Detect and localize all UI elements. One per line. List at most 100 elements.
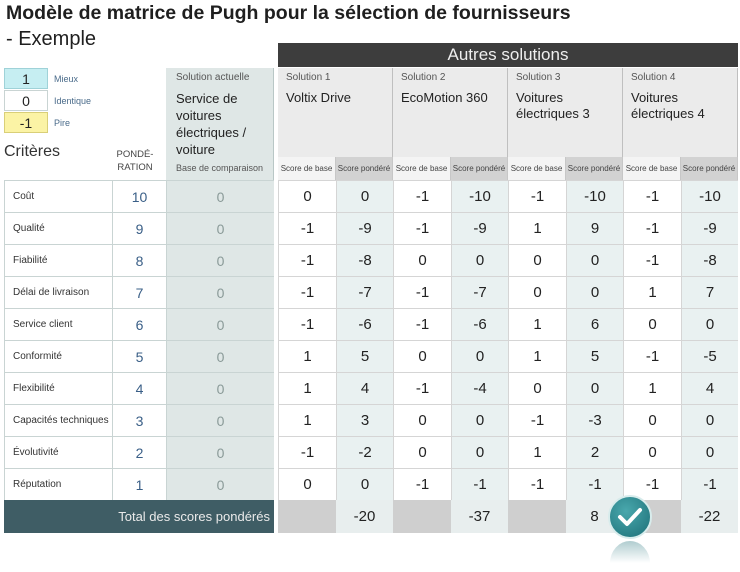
weighted-score: 0 <box>566 276 623 308</box>
base-score: 1 <box>278 372 336 404</box>
solution-label: Solution 3 <box>516 72 561 83</box>
solution-header-4: Solution 4 Voitures électriques 4 <box>623 68 738 157</box>
weighted-score: 0 <box>681 404 738 436</box>
table-row: Conformité 5 0 1 5 0 0 1 5 -1 -5 <box>4 340 738 372</box>
weighted-score: -1 <box>681 468 738 500</box>
weighted-score: 5 <box>336 340 393 372</box>
weighted-score: 0 <box>451 340 508 372</box>
criterion-name: Qualité <box>4 212 112 244</box>
weighted-score: -8 <box>681 244 738 276</box>
solution-header-3: Solution 3 Voitures électriques 3 <box>508 68 623 157</box>
weighted-score: 0 <box>451 404 508 436</box>
table-row: Coût 10 0 0 0 -1 -10 -1 -10 -1 -10 <box>4 180 738 212</box>
criterion-weight: 8 <box>112 244 166 276</box>
base-score: 0 <box>508 372 566 404</box>
criterion-weight: 9 <box>112 212 166 244</box>
base-score: 0 <box>508 244 566 276</box>
base-score: -1 <box>278 308 336 340</box>
current-score: 0 <box>166 404 274 436</box>
current-score: 0 <box>166 180 274 212</box>
weighted-score-header: Score pondéré <box>451 157 508 180</box>
weighted-score: 0 <box>336 180 393 212</box>
current-score: 0 <box>166 308 274 340</box>
table-row: Délai de livraison 7 0 -1 -7 -1 -7 0 0 1 7 <box>4 276 738 308</box>
weighted-score: -10 <box>451 180 508 212</box>
table-row: Fiabilité 8 0 -1 -8 0 0 0 0 -1 -8 <box>4 244 738 276</box>
criterion-weight: 3 <box>112 404 166 436</box>
base-score: -1 <box>393 468 451 500</box>
criterion-name: Capacités techniques <box>4 404 112 436</box>
current-score: 0 <box>166 276 274 308</box>
criterion-name: Flexibilité <box>4 372 112 404</box>
weighted-score: -10 <box>681 180 738 212</box>
solution-name: Voitures électriques 4 <box>631 90 705 121</box>
solution-label: Solution 4 <box>631 72 676 83</box>
table-row: Qualité 9 0 -1 -9 -1 -9 1 9 -1 -9 <box>4 212 738 244</box>
weight-header: PONDÉ- RATION <box>114 148 156 174</box>
criterion-name: Coût <box>4 180 112 212</box>
legend-better-value: 1 <box>4 68 48 89</box>
base-score: -1 <box>278 212 336 244</box>
current-score: 0 <box>166 436 274 468</box>
weighted-score: -7 <box>451 276 508 308</box>
base-score: 0 <box>393 340 451 372</box>
legend-worse: -1 Pire <box>4 112 96 133</box>
criterion-name: Conformité <box>4 340 112 372</box>
criteria-header: Critères <box>4 143 61 160</box>
base-score: -1 <box>278 436 336 468</box>
base-score: -1 <box>623 244 681 276</box>
base-score: -1 <box>393 276 451 308</box>
weighted-score-header: Score pondéré <box>336 157 393 180</box>
criterion-weight: 2 <box>112 436 166 468</box>
solution-name: EcoMotion 360 <box>401 90 488 105</box>
best-solution-check-icon <box>608 495 652 539</box>
weighted-score: -6 <box>336 308 393 340</box>
base-score: -1 <box>393 308 451 340</box>
base-score: 0 <box>623 436 681 468</box>
comparison-base-label: Base de comparaison <box>176 163 264 173</box>
base-score: 0 <box>623 404 681 436</box>
base-score: -1 <box>508 404 566 436</box>
weighted-score: -1 <box>451 468 508 500</box>
current-score: 0 <box>166 372 274 404</box>
weighted-score: 0 <box>566 372 623 404</box>
weighted-score: -9 <box>451 212 508 244</box>
weighted-score: -7 <box>336 276 393 308</box>
weighted-score: 7 <box>681 276 738 308</box>
base-score: -1 <box>623 340 681 372</box>
legend-worse-label: Pire <box>54 117 71 128</box>
current-solution-name: Service de voitures électriques / voitur… <box>176 91 247 157</box>
current-score: 0 <box>166 212 274 244</box>
weighted-score: 3 <box>336 404 393 436</box>
table-row: Réputation 1 0 0 0 -1 -1 -1 -1 -1 -1 <box>4 468 738 500</box>
total-weighted-score: -20 <box>336 500 393 533</box>
criterion-weight: 10 <box>112 180 166 212</box>
total-label: Total des scores pondérés <box>4 500 274 533</box>
base-score: -1 <box>623 468 681 500</box>
table-row: Évolutivité 2 0 -1 -2 0 0 1 2 0 0 <box>4 436 738 468</box>
weighted-score: -5 <box>681 340 738 372</box>
table-row: Flexibilité 4 0 1 4 -1 -4 0 0 1 4 <box>4 372 738 404</box>
total-weighted-score: -22 <box>681 500 738 533</box>
legend-same: 0 Identique <box>4 90 96 111</box>
base-score: 1 <box>278 340 336 372</box>
base-score: 0 <box>393 244 451 276</box>
weighted-score: -4 <box>451 372 508 404</box>
criterion-name: Évolutivité <box>4 436 112 468</box>
current-solution-header: Solution actuelle Service de voitures él… <box>166 68 274 180</box>
weighted-score: 4 <box>681 372 738 404</box>
current-score: 0 <box>166 468 274 500</box>
weighted-score: -1 <box>566 468 623 500</box>
base-score: 0 <box>508 276 566 308</box>
table-row: Service client 6 0 -1 -6 -1 -6 1 6 0 0 <box>4 308 738 340</box>
base-score: 1 <box>623 276 681 308</box>
criterion-name: Fiabilité <box>4 244 112 276</box>
base-score: -1 <box>278 276 336 308</box>
criterion-weight: 6 <box>112 308 166 340</box>
weighted-score: -8 <box>336 244 393 276</box>
criterion-name: Service client <box>4 308 112 340</box>
weighted-score: 0 <box>451 244 508 276</box>
weighted-score: 0 <box>451 436 508 468</box>
base-score: 0 <box>393 404 451 436</box>
weighted-score: -10 <box>566 180 623 212</box>
